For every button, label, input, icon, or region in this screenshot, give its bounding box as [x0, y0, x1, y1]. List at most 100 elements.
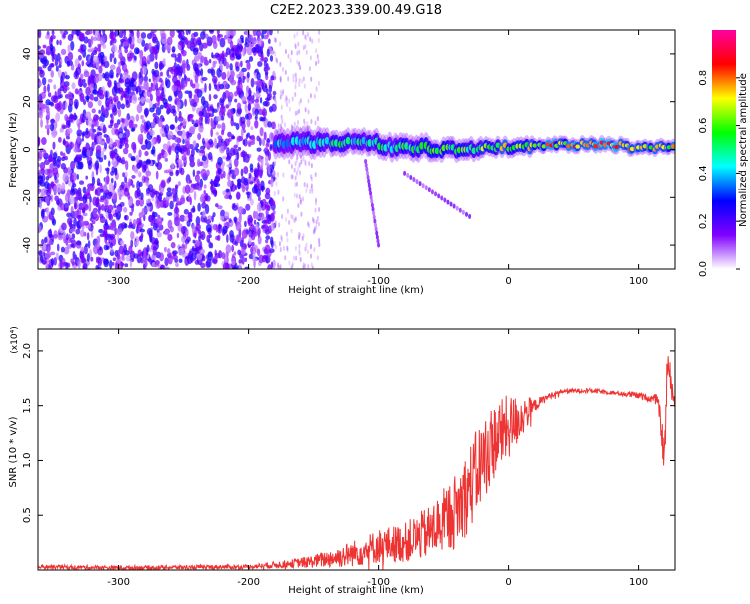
spectrogram-speckle — [124, 77, 131, 85]
spectrogram-speckle — [82, 82, 87, 88]
spectrogram-speckle — [232, 204, 238, 211]
spectrogram-speckle — [135, 114, 140, 122]
spectrogram-speckle — [200, 168, 207, 178]
spectrogram-speckle — [241, 243, 247, 250]
spectrogram-speckle — [229, 233, 235, 243]
spectrogram-speckle — [246, 191, 250, 199]
spectrogram-speckle — [289, 57, 292, 63]
spectrogram-speckle — [221, 50, 225, 60]
spectrogram-speckle — [162, 203, 167, 209]
spectrogram-speckle — [252, 250, 256, 260]
spectrogram-trail-mark — [434, 191, 438, 197]
spectrogram-speckle — [216, 67, 222, 78]
spectrogram-speckle — [82, 212, 88, 217]
spectrogram-speckle — [310, 163, 313, 169]
spectrogram-speckle — [53, 257, 57, 266]
spectrogram-speckle — [198, 229, 202, 235]
spectrogram-speckle — [232, 52, 235, 58]
spectrogram-speckle — [94, 242, 101, 250]
spectrogram-speckle — [116, 100, 121, 110]
spectrogram-speckle — [44, 124, 51, 130]
spectrogram-speckle — [286, 208, 289, 214]
spectrogram-speckle — [192, 169, 196, 178]
spectrogram-speckle — [202, 162, 209, 169]
spectrogram-speckle — [102, 107, 107, 115]
spectrogram-speckle — [255, 43, 262, 54]
spectrogram-speckle — [204, 192, 209, 201]
spectrogram-speckle — [299, 98, 302, 104]
spectrogram-speckle — [298, 243, 301, 249]
spectrogram-speckle — [107, 79, 112, 88]
spectrogram-speckle — [218, 250, 223, 259]
spectrogram-speckle — [234, 241, 239, 246]
spectrogram-speckle — [204, 33, 209, 39]
spectrogram-speckle — [111, 106, 118, 116]
spectrogram-speckle — [225, 188, 230, 193]
spectrogram-speckle — [239, 43, 243, 53]
spectrogram-speckle — [69, 113, 74, 123]
snr-series-line — [38, 356, 675, 570]
spectrogram-speckle — [97, 207, 101, 215]
spectrogram-speckle — [109, 69, 114, 79]
spectrogram-speckle — [92, 89, 98, 95]
spectrogram-speckle — [262, 138, 266, 147]
spectrogram-speckle — [304, 44, 307, 50]
spectrogram-speckle — [140, 192, 144, 200]
spectrogram-speckle — [127, 224, 133, 229]
spectrogram-speckle — [77, 260, 81, 269]
spectrogram-speckle — [290, 50, 293, 56]
spectrogram-speckle — [175, 152, 179, 162]
spectrogram-speckle — [259, 116, 264, 122]
spectrogram-speckle — [59, 39, 62, 46]
spectrogram-speckle — [270, 75, 275, 81]
spectrogram-speckle — [133, 55, 137, 61]
spectrogram-speckle — [317, 150, 320, 156]
spectrogram-speckle — [136, 30, 140, 39]
spectrogram-ytick-label: -20 — [22, 189, 33, 205]
spectrogram-speckle — [179, 147, 183, 153]
spectrogram-speckle — [104, 142, 108, 150]
spectrogram-speckle — [60, 163, 67, 170]
spectrogram-speckle — [189, 196, 192, 206]
spectrogram-speckle — [233, 251, 237, 256]
spectrogram-speckle — [183, 208, 189, 215]
spectrogram-speckle — [302, 196, 305, 202]
spectrogram-speckle — [196, 170, 201, 175]
colorbar: 0.0 0.2 0.4 0.6 0.8 Normalized spectral ampl… — [698, 30, 749, 277]
spectrogram-speckle — [272, 90, 277, 96]
spectrogram-speckle — [227, 108, 233, 119]
spectrogram-speckle — [80, 202, 87, 209]
spectrogram-speckle — [196, 39, 202, 46]
spectrogram-trail-mark — [406, 172, 410, 178]
spectrogram-speckle — [274, 160, 277, 166]
spectrogram-speckle — [175, 262, 179, 268]
spectrogram-trail-mark — [369, 194, 373, 200]
spectrogram-speckle — [212, 60, 216, 69]
spectrogram-speckle — [196, 240, 200, 247]
spectrogram-speckle — [82, 79, 86, 83]
spectrogram-speckle — [163, 151, 168, 159]
spectrogram-speckle — [86, 192, 91, 200]
spectrogram-speckle — [110, 177, 114, 184]
spectrogram-speckle — [277, 189, 280, 195]
spectrogram-speckle — [207, 151, 213, 161]
spectrogram-speckle — [296, 50, 299, 56]
spectrogram-speckle — [221, 122, 226, 132]
spectrogram-speckle — [130, 239, 134, 248]
spectrogram-speckle — [149, 189, 156, 198]
spectrogram-speckle — [44, 181, 50, 190]
spectrogram-speckle — [290, 124, 293, 130]
spectrogram-speckle — [206, 169, 210, 177]
spectrogram-speckle — [239, 60, 243, 68]
spectrogram-speckle — [315, 219, 318, 225]
spectrogram-speckle — [110, 98, 113, 105]
spectrogram-speckle — [88, 202, 92, 212]
spectrogram-speckle — [234, 184, 238, 191]
spectrogram-trail-mark — [375, 230, 379, 236]
spectrogram-speckle — [297, 41, 300, 47]
spectrogram-speckle — [138, 235, 142, 242]
spectrogram-speckle — [82, 264, 87, 269]
spectrogram-trail-mark — [371, 206, 375, 212]
spectrogram-speckle — [310, 174, 313, 180]
spectrogram-speckle — [315, 85, 318, 91]
